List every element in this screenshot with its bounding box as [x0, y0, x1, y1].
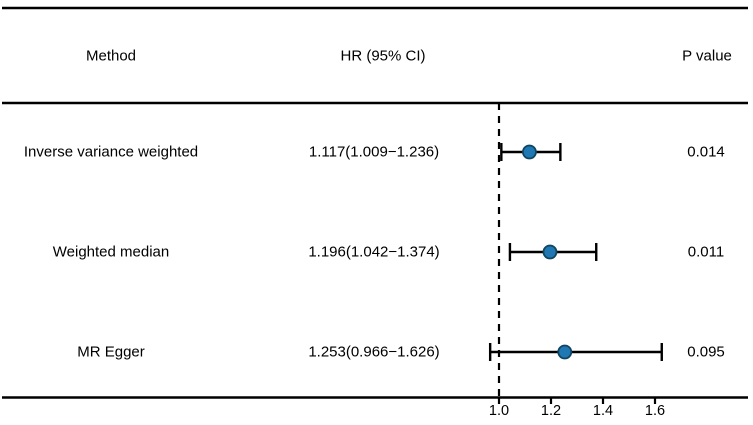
point-estimate [542, 244, 558, 260]
point-estimate [522, 144, 537, 160]
column-header-hr-ci: HR (95% CI) [340, 47, 426, 65]
p-value: 0.011 [687, 243, 725, 261]
column-header-method: Method [85, 47, 137, 65]
method-label: MR Egger [77, 343, 145, 361]
method-label: Weighted median [52, 243, 170, 261]
point-estimate [557, 344, 573, 360]
x-tick-label: 1.0 [488, 403, 510, 419]
x-tick-label: 1.2 [540, 403, 562, 419]
p-value: 0.014 [687, 143, 725, 161]
x-tick-label: 1.4 [592, 403, 614, 419]
p-value: 0.095 [687, 343, 725, 361]
hr-ci-value: 1.253(0.966−1.626) [308, 343, 440, 361]
x-tick-label: 1.6 [644, 403, 666, 419]
hr-ci-value: 1.117(1.009−1.236) [308, 143, 440, 161]
method-label: Inverse variance weighted [23, 143, 199, 161]
column-header-pvalue: P value [682, 47, 732, 65]
hr-ci-value: 1.196(1.042−1.374) [308, 243, 440, 261]
